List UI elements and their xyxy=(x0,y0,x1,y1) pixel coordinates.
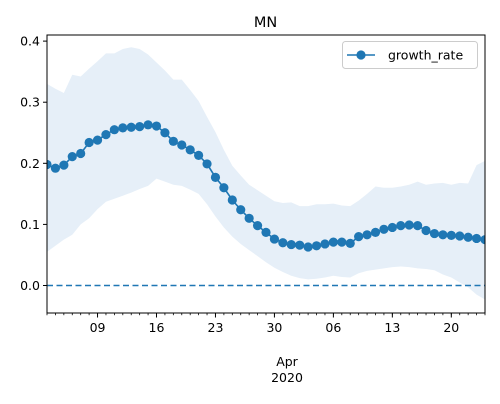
data-point xyxy=(387,222,397,233)
legend-label: growth_rate xyxy=(388,48,463,63)
data-point xyxy=(438,230,448,240)
data-point xyxy=(471,233,482,244)
x-tick-label: 13 xyxy=(384,320,400,335)
data-point xyxy=(84,137,94,148)
legend-box xyxy=(342,41,478,69)
y-tick-label: 0.1 xyxy=(20,217,40,232)
data-point xyxy=(345,238,355,248)
data-point xyxy=(421,225,431,236)
data-point xyxy=(337,237,347,247)
y-axis: 0.0 0.1 0.2 0.3 0.4 xyxy=(20,34,47,293)
data-point xyxy=(463,232,473,242)
data-point xyxy=(101,129,111,140)
series-layer xyxy=(47,120,485,252)
data-point xyxy=(278,238,288,248)
legend: growth_rate xyxy=(342,41,478,69)
data-point xyxy=(286,239,296,250)
data-point xyxy=(328,237,338,247)
data-point xyxy=(320,239,330,249)
chart-title: MN xyxy=(254,15,277,31)
data-point xyxy=(370,227,381,237)
data-point xyxy=(92,135,103,145)
confidence-band xyxy=(47,47,485,300)
data-point xyxy=(354,232,364,242)
data-point xyxy=(118,123,128,133)
data-point xyxy=(429,228,440,239)
data-point xyxy=(404,220,414,230)
data-point xyxy=(244,213,254,223)
x-tick-label: 09 xyxy=(90,320,106,335)
data-point xyxy=(295,240,305,250)
data-point xyxy=(362,230,372,240)
y-tick-label: 0.2 xyxy=(20,156,40,171)
data-point xyxy=(210,172,221,182)
y-tick-label: 0.4 xyxy=(20,34,40,49)
data-point xyxy=(236,205,246,215)
data-point xyxy=(219,183,229,193)
data-point xyxy=(396,221,406,231)
data-point xyxy=(261,227,271,237)
data-point xyxy=(143,120,153,130)
data-point xyxy=(413,221,423,231)
data-point xyxy=(151,121,162,131)
data-point xyxy=(109,125,119,135)
x-axis-month-label: Apr xyxy=(276,354,298,369)
confidence-band-layer xyxy=(47,47,485,300)
data-point xyxy=(50,163,61,173)
data-point xyxy=(126,122,136,132)
x-axis: 09 16 23 30 06 13 20 xyxy=(46,313,486,335)
x-axis-year-label: 2020 xyxy=(271,370,303,385)
x-tick-label: 06 xyxy=(325,320,341,335)
y-tick-label: 0.0 xyxy=(20,278,40,293)
data-point xyxy=(168,136,178,146)
y-tick-label: 0.3 xyxy=(20,95,40,110)
data-point xyxy=(47,159,52,170)
data-point xyxy=(227,195,237,205)
data-point xyxy=(135,122,145,132)
data-point xyxy=(252,221,263,231)
data-point xyxy=(59,160,69,170)
x-tick-label: 20 xyxy=(443,320,459,335)
x-tick-label: 23 xyxy=(208,320,224,335)
data-point xyxy=(160,128,170,138)
data-point xyxy=(311,241,322,251)
data-point xyxy=(269,234,280,244)
data-point xyxy=(446,230,456,240)
data-point xyxy=(303,242,313,252)
legend-marker xyxy=(356,50,366,60)
data-point xyxy=(177,140,187,150)
data-point xyxy=(67,151,77,162)
x-tick-label: 30 xyxy=(266,320,282,335)
data-point xyxy=(455,231,465,241)
x-tick-label: 16 xyxy=(149,320,165,335)
data-point xyxy=(379,224,389,234)
data-point xyxy=(480,235,485,245)
data-point xyxy=(202,159,212,169)
data-point xyxy=(185,145,195,155)
data-point xyxy=(76,148,86,159)
data-point xyxy=(194,150,204,160)
